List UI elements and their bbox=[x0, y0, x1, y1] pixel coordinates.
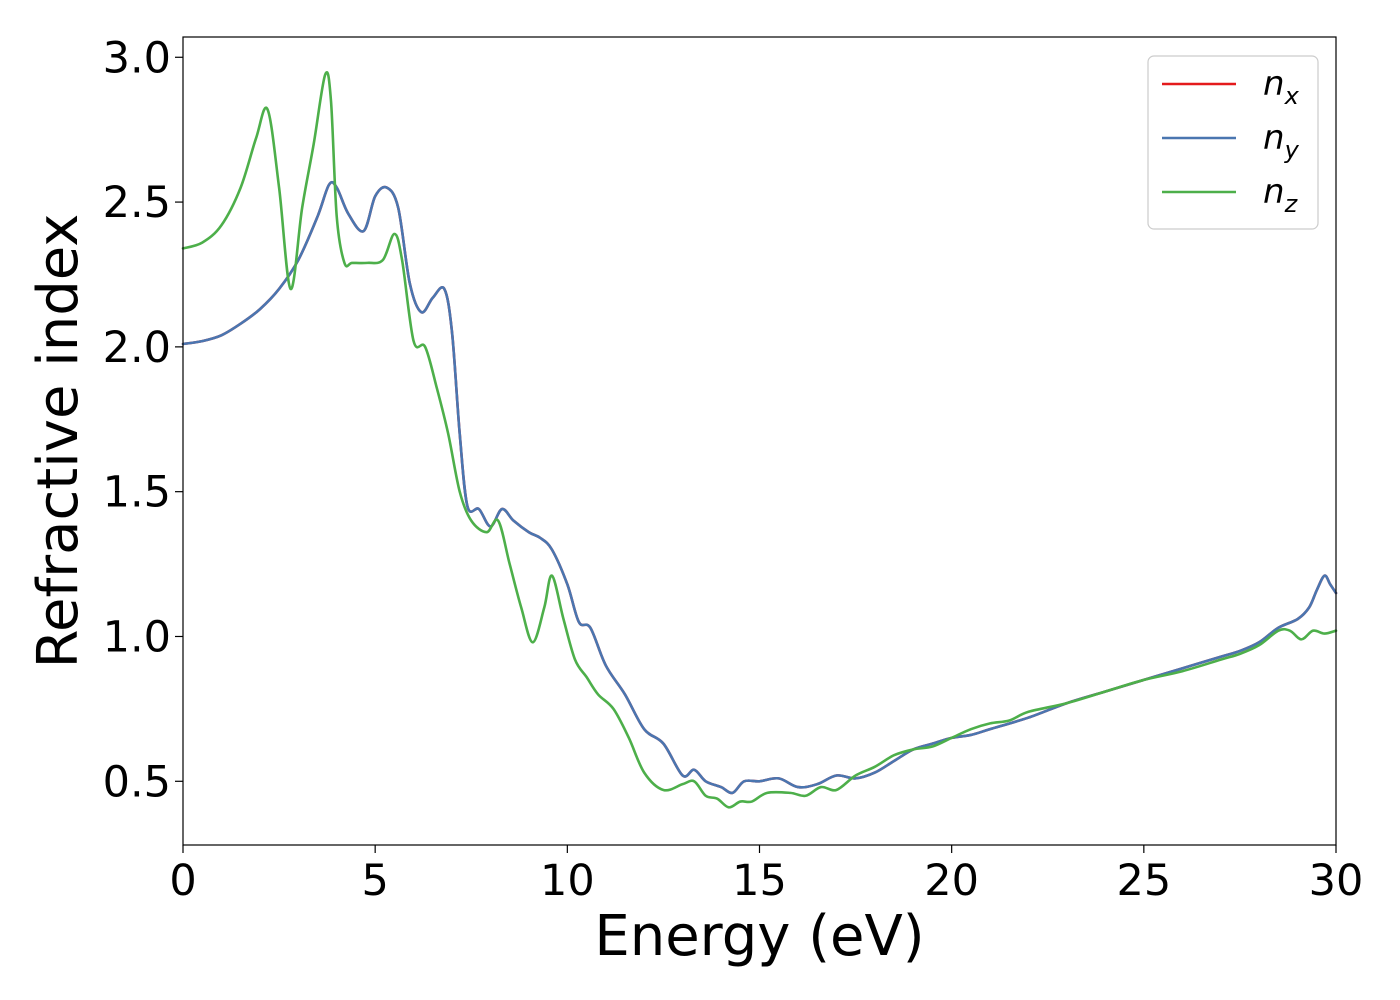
y-tick-label: 3.0 bbox=[103, 33, 171, 83]
x-tick-label: 25 bbox=[1116, 856, 1171, 906]
legend-box bbox=[1147, 55, 1319, 230]
y-tick-label: 2.5 bbox=[103, 178, 171, 228]
x-tick-label: 15 bbox=[732, 856, 787, 906]
y-tick-label: 2.0 bbox=[103, 323, 171, 373]
plot-background bbox=[183, 37, 1336, 845]
x-tick-label: 20 bbox=[924, 856, 979, 906]
y-tick-label: 1.5 bbox=[103, 468, 171, 518]
x-axis-ticks: 0 5 10 15 20 25 30 bbox=[169, 845, 1363, 906]
y-tick-label: 0.5 bbox=[103, 757, 171, 807]
y-tick-label: 1.0 bbox=[103, 612, 171, 662]
x-tick-label: 30 bbox=[1309, 856, 1364, 906]
x-tick-label: 0 bbox=[169, 856, 196, 906]
x-tick-label: 10 bbox=[540, 856, 595, 906]
x-axis-label: Energy (eV) bbox=[594, 904, 924, 969]
y-axis-ticks: 0.5 1.0 1.5 2.0 2.5 3.0 bbox=[103, 33, 183, 807]
x-tick-label: 5 bbox=[361, 856, 388, 906]
series-layer bbox=[181, 71, 1338, 809]
y-axis-label: Refractive index bbox=[26, 214, 91, 669]
series-line-n-z bbox=[181, 71, 1338, 809]
